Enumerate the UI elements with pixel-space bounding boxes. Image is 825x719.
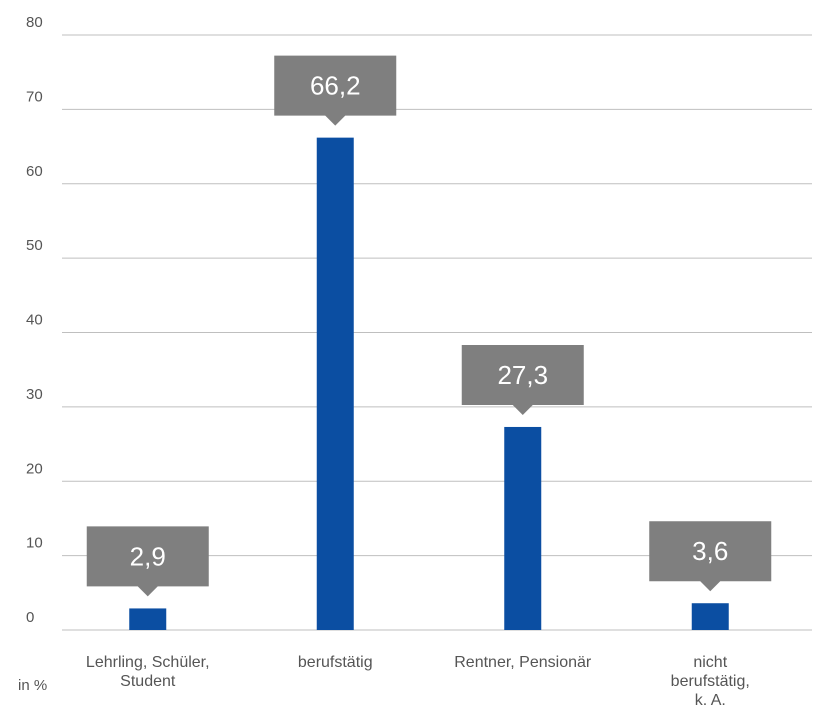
bar xyxy=(129,608,167,630)
category-label: nicht berufstätig, k. A. xyxy=(671,654,750,709)
y-tick-label: 0 xyxy=(26,609,34,626)
value-label: 27,3 xyxy=(497,360,548,390)
y-tick-label: 30 xyxy=(26,386,43,403)
value-callouts: 2,9 66,2 27,3 3,6 xyxy=(86,55,772,597)
unit-label: in % xyxy=(18,677,47,694)
bar xyxy=(504,426,542,630)
y-tick-label: 40 xyxy=(26,312,43,329)
value-callout-box xyxy=(274,55,397,126)
category-label-line: Rentner, Pensionär xyxy=(454,654,592,671)
category-label-line: berufstätig xyxy=(298,654,373,671)
category-label-line: berufstätig, xyxy=(671,673,750,690)
category-label-line: nicht xyxy=(693,654,727,671)
value-label: 66,2 xyxy=(310,71,361,101)
category-label: Lehrling, Schüler, Student xyxy=(86,654,210,690)
y-tick-label: 20 xyxy=(26,460,43,477)
category-label-line: k. A. xyxy=(695,692,726,709)
bar xyxy=(316,137,354,630)
value-label: 2,9 xyxy=(130,541,166,571)
category-label: Rentner, Pensionär xyxy=(454,654,592,671)
y-tick-label: 50 xyxy=(26,237,43,254)
bar xyxy=(691,603,729,630)
y-tick-label: 80 xyxy=(26,14,43,31)
category-label-line: Student xyxy=(120,673,176,690)
y-tick-label: 60 xyxy=(26,163,43,180)
value-callout-box xyxy=(86,526,209,597)
category-label: berufstätig xyxy=(298,654,373,671)
bars xyxy=(129,137,729,630)
value-callout-box xyxy=(461,344,584,415)
y-tick-label: 10 xyxy=(26,535,43,552)
y-tick-label: 70 xyxy=(26,88,43,105)
category-label-line: Lehrling, Schüler, xyxy=(86,654,210,671)
category-labels: Lehrling, Schüler, Student berufstätig Rent… xyxy=(86,654,750,709)
value-callout-box xyxy=(649,521,772,592)
value-label: 3,6 xyxy=(692,536,728,566)
y-axis-ticks: 0 10 20 30 40 50 60 70 80 xyxy=(26,14,43,626)
